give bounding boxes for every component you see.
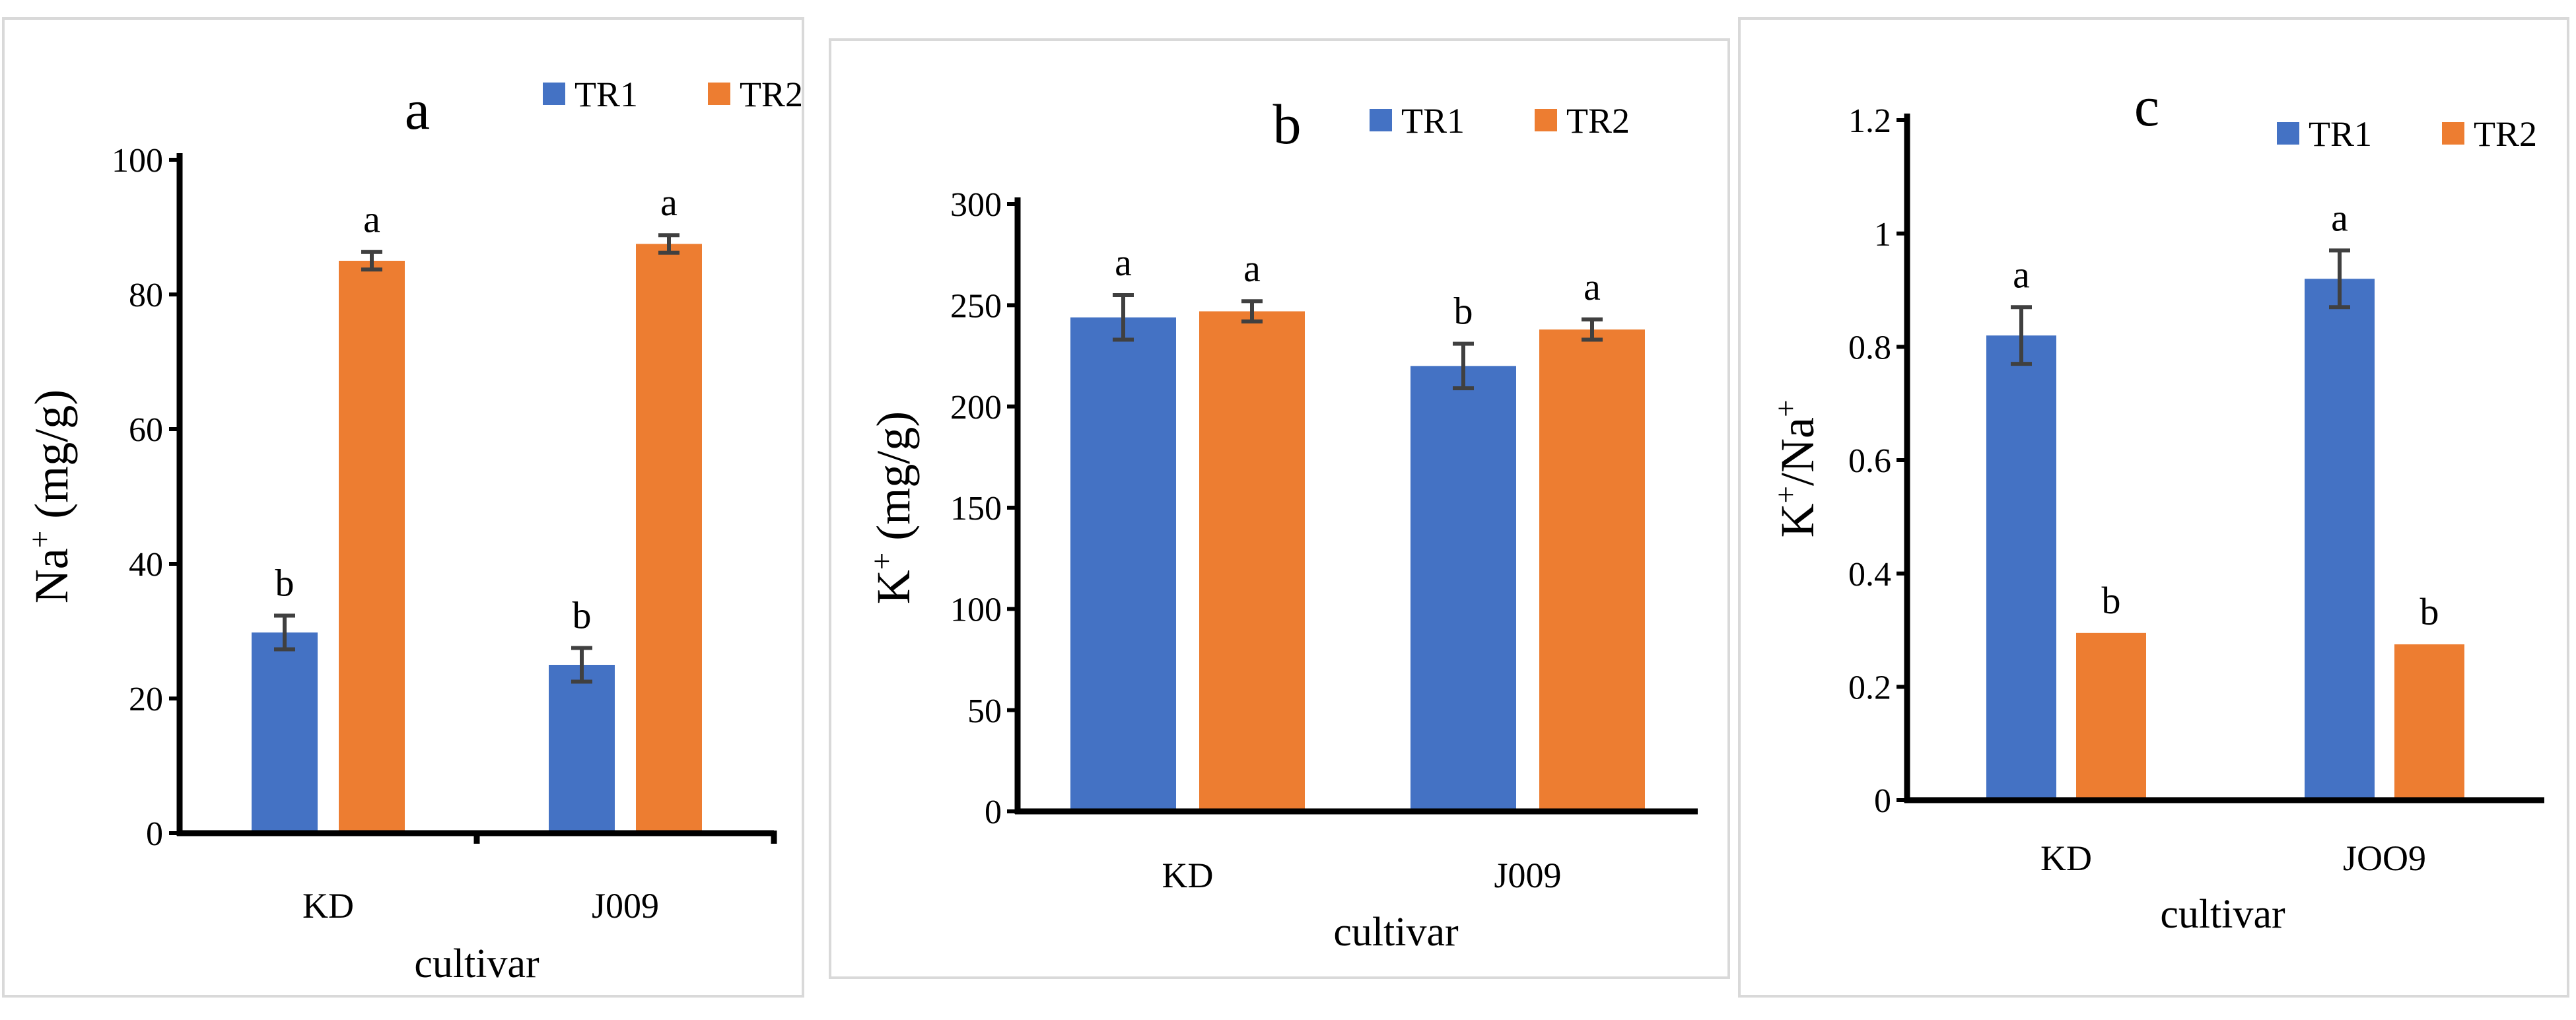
legend-swatch-tr1	[543, 83, 565, 105]
y-tick-label: 50	[967, 693, 1002, 730]
significance-letter: b	[573, 594, 592, 637]
chart-panel-b: a a KD b a J009 0 50 100 150 200 250 300 K+ (mg/g) cul…	[829, 38, 1730, 979]
bar-tr2-j009	[636, 244, 702, 833]
y-tick-label: 0.2	[1848, 669, 1891, 707]
chart-panel-a: b a KD b a J009 0 20 40 60 80 100 Na+ (mg/g) cultivar…	[2, 17, 804, 998]
bar-tr2-kd	[1199, 311, 1305, 811]
y-tick-label: 20	[129, 681, 163, 718]
legend-swatch-tr1	[1370, 109, 1392, 131]
y-tick-label: 300	[950, 186, 1002, 224]
category-label: KD	[302, 886, 354, 926]
category-label: KD	[1162, 856, 1214, 895]
significance-letter: a	[660, 181, 678, 224]
bar-tr2-j009	[1539, 329, 1645, 812]
legend-swatch-tr1	[2277, 122, 2299, 145]
bar-tr1-kd	[1986, 335, 2056, 801]
y-axis-label: K+ (mg/g)	[865, 411, 920, 604]
bar-tr2-joo9	[2394, 644, 2464, 800]
significance-letter: a	[1243, 247, 1261, 290]
legend-label-tr1: TR1	[574, 75, 638, 114]
significance-letter: a	[363, 198, 380, 241]
panel-label: b	[1273, 92, 1302, 156]
bar-tr1-j009	[1410, 366, 1516, 811]
significance-letter: a	[1584, 265, 1601, 308]
significance-letter: b	[275, 562, 295, 605]
y-tick-label: 1.2	[1848, 102, 1891, 140]
chart-a-svg: b a KD b a J009 0 20 40 60 80 100 Na+ (mg/g) cultivar…	[23, 75, 803, 986]
panel-label: a	[405, 78, 430, 141]
legend-swatch-tr2	[2442, 122, 2464, 145]
x-axis-label: cultivar	[1333, 910, 1459, 955]
y-tick-label: 0	[1874, 782, 1891, 820]
significance-letter: a	[1115, 241, 1132, 284]
y-tick-label: 100	[950, 592, 1002, 629]
significance-letter: b	[1454, 290, 1473, 333]
bar-tr1-kd	[252, 632, 318, 833]
y-tick-label: 0.4	[1848, 556, 1891, 594]
y-tick-label: 250	[950, 288, 1002, 325]
category-label: J009	[592, 886, 659, 926]
legend-label-tr2: TR2	[740, 75, 803, 114]
y-tick-label: 60	[129, 411, 163, 449]
y-tick-label: 150	[950, 490, 1002, 527]
bar-tr1-j009	[549, 665, 615, 833]
y-tick-label: 0	[985, 794, 1002, 831]
bar-tr2-kd	[2076, 632, 2146, 800]
y-tick-label: 0.8	[1848, 329, 1891, 367]
significance-letter: b	[2420, 590, 2439, 633]
legend-label-tr1: TR1	[2309, 114, 2372, 154]
y-tick-label: 80	[129, 277, 163, 314]
legend-label-tr2: TR2	[2474, 114, 2537, 154]
bar-tr2-kd	[339, 261, 405, 833]
y-axis-label: K+/Na+	[1769, 400, 1824, 538]
y-tick-label: 0	[146, 815, 163, 853]
panel-label: c	[2134, 75, 2159, 138]
legend-swatch-tr2	[1535, 109, 1557, 131]
bar-tr1-kd	[1070, 317, 1176, 811]
category-label: J009	[1494, 856, 1561, 895]
x-axis-label: cultivar	[414, 941, 540, 986]
y-tick-label: 100	[112, 142, 163, 180]
bar-tr1-joo9	[2305, 279, 2375, 800]
y-axis-label: Na+ (mg/g)	[23, 390, 78, 603]
category-label: KD	[2040, 838, 2092, 878]
y-tick-label: 40	[129, 546, 163, 584]
significance-letter: a	[2331, 196, 2348, 239]
legend-label-tr1: TR1	[1401, 101, 1465, 141]
y-tick-label: 0.6	[1848, 442, 1891, 480]
x-axis-label: cultivar	[2160, 892, 2285, 937]
chart-b-svg: a a KD b a J009 0 50 100 150 200 250 300 K+ (mg/g) cul…	[865, 92, 1698, 955]
y-tick-label: 1	[1874, 216, 1891, 254]
chart-panel-c: a b KD a b JOO9 0 0.2 0.4 0.6 0.8 1 1.2 K+/Na+ cultiva…	[1738, 17, 2569, 998]
y-tick-label: 200	[950, 389, 1002, 426]
category-label: JOO9	[2343, 838, 2426, 878]
legend-label-tr2: TR2	[1566, 101, 1630, 141]
significance-letter: a	[2013, 253, 2030, 296]
significance-letter: b	[2102, 579, 2121, 622]
legend-swatch-tr2	[708, 83, 730, 105]
chart-c-svg: a b KD a b JOO9 0 0.2 0.4 0.6 0.8 1 1.2 K+/Na+ cultiva…	[1769, 75, 2544, 937]
